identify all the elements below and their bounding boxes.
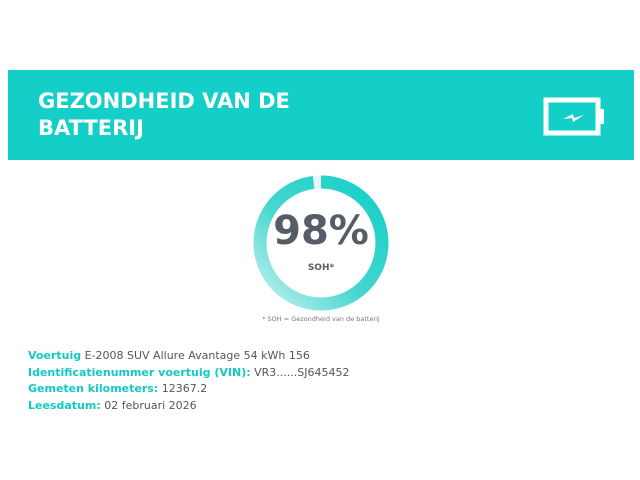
detail-label: Identificatienummer voertuig (VIN):	[28, 365, 251, 379]
gauge-arc	[253, 175, 389, 311]
vehicle-details: Voertuig E-2008 SUV Allure Avantage 54 k…	[28, 348, 350, 414]
detail-vehicle: Voertuig E-2008 SUV Allure Avantage 54 k…	[28, 348, 350, 365]
header-banner: GEZONDHEID VAN DE BATTERIJ	[8, 70, 634, 160]
detail-value: 12367.2	[161, 382, 208, 395]
battery-charging-icon	[543, 97, 604, 136]
detail-label: Voertuig	[28, 349, 82, 362]
soh-gauge	[253, 175, 389, 311]
detail-label: Gemeten kilometers:	[28, 382, 159, 395]
detail-km: Gemeten kilometers: 12367.2	[28, 381, 350, 398]
detail-value: E-2008 SUV Allure Avantage 54 kWh 156	[84, 349, 310, 362]
detail-vin: Identificatienummer voertuig (VIN): VR3.…	[28, 365, 350, 382]
detail-label: Leesdatum:	[28, 398, 101, 412]
detail-value: VR3......SJ645452	[254, 365, 350, 379]
page-title: GEZONDHEID VAN DE BATTERIJ	[38, 89, 290, 140]
detail-date: Leesdatum: 02 februari 2026	[28, 398, 350, 415]
detail-value: 02 februari 2026	[104, 398, 197, 412]
soh-footnote: * SOH = Gezondheid van de batterij	[262, 315, 380, 323]
soh-label: SOH*	[307, 263, 335, 273]
soh-value: 98%	[273, 208, 369, 254]
